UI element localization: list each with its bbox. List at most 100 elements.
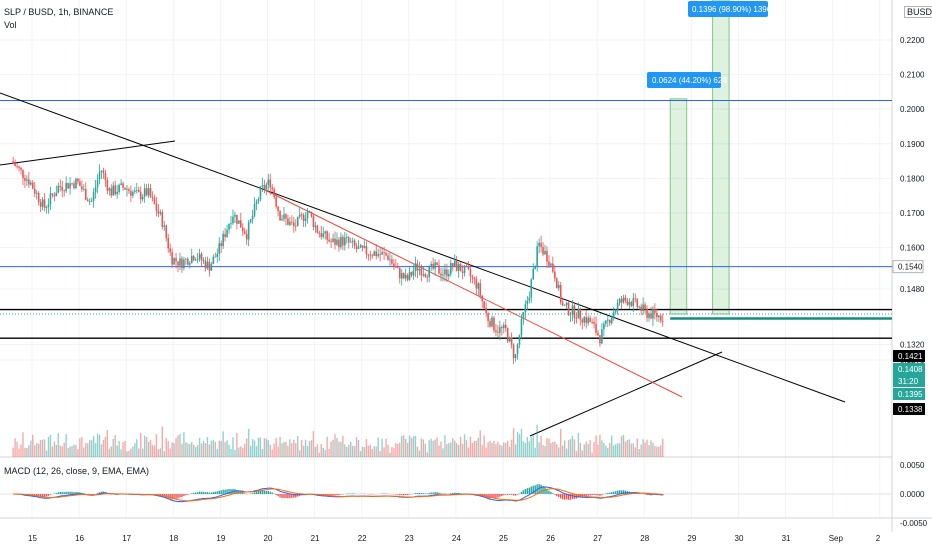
time-tick-label: 18	[169, 534, 178, 543]
volume-bar	[106, 430, 109, 457]
candle-body	[271, 187, 274, 190]
macd-histogram-bar	[297, 494, 299, 497]
volume-bar	[295, 443, 297, 457]
candle-body	[389, 259, 391, 261]
macd-histogram-bar	[491, 494, 493, 498]
candle-body	[308, 211, 311, 213]
macd-histogram-bar	[49, 494, 52, 495]
volume-bar	[342, 435, 344, 457]
candle-body	[24, 177, 26, 181]
candle-body	[614, 310, 617, 313]
volume-bar	[438, 445, 440, 457]
volume-bar	[589, 440, 591, 457]
symbol-title: SLP / BUSD, 1h, BINANCE	[4, 7, 114, 17]
trendline-ascending	[529, 351, 723, 437]
macd-histogram-bar	[428, 492, 430, 494]
macd-histogram-bar	[255, 491, 258, 494]
macd-histogram-bar	[193, 492, 195, 494]
candle-body	[100, 170, 103, 172]
currency-badge[interactable]: BUSD	[904, 6, 932, 18]
candle-body	[16, 166, 18, 167]
candle-body	[632, 298, 635, 307]
candle-body	[334, 238, 336, 245]
macd-histogram-bar	[422, 493, 425, 494]
candle-body	[88, 201, 91, 202]
volume-bar	[381, 438, 383, 457]
volume-bar	[112, 438, 114, 457]
macd-histogram-bar	[618, 490, 621, 494]
candle-body	[489, 321, 491, 327]
candle-body	[391, 259, 393, 264]
macd-histogram-bar	[510, 494, 513, 495]
macd-histogram-bar	[438, 492, 440, 494]
volume-bar	[632, 443, 635, 457]
macd-histogram-bar	[552, 493, 554, 494]
volume-bar	[344, 444, 346, 457]
volume-bar	[255, 446, 258, 457]
candle-body	[436, 262, 438, 266]
time-tick-label: 30	[735, 534, 744, 543]
volume-bar	[499, 444, 501, 457]
volume-bar	[455, 443, 458, 457]
volume-bar	[247, 428, 250, 457]
macd-histogram-bar	[507, 494, 509, 495]
candle-body	[559, 285, 562, 303]
macd-histogram-bar	[208, 492, 211, 494]
candle-body	[202, 260, 205, 262]
candle-body	[28, 179, 30, 185]
candle-body	[112, 185, 115, 196]
time-tick-label: 29	[687, 534, 696, 543]
volume-bar	[348, 444, 350, 457]
macd-histogram-bar	[599, 494, 601, 496]
macd-histogram-bar	[605, 493, 607, 494]
volume-bar	[479, 430, 481, 457]
candle-body	[365, 246, 368, 255]
candle-body	[608, 319, 611, 324]
candle-body	[212, 256, 215, 264]
macd-histogram-bar	[516, 494, 519, 495]
candle-body	[471, 276, 474, 278]
candle-body	[658, 315, 660, 318]
candle-body	[532, 268, 535, 280]
candle-body	[642, 304, 644, 311]
macd-histogram-bar	[401, 494, 403, 496]
volume-label: Vol	[4, 20, 17, 30]
price-marker-bg	[892, 260, 924, 274]
macd-histogram-bar	[455, 493, 458, 494]
volume-bar	[528, 441, 530, 457]
volume-bar	[39, 439, 42, 457]
macd-histogram-bar	[289, 494, 291, 499]
volume-bar	[87, 443, 89, 457]
candle-body	[26, 179, 28, 181]
candle-body	[261, 185, 264, 187]
candle-body	[243, 231, 246, 234]
candle-body	[77, 178, 79, 182]
macd-histogram-bar	[495, 494, 497, 498]
volume-bar	[457, 444, 460, 457]
volume-bar	[75, 444, 77, 457]
volume-bar	[426, 452, 428, 457]
candle-body	[618, 298, 621, 303]
macd-histogram-bar	[334, 494, 336, 496]
candle-body	[318, 232, 321, 234]
volume-bar	[406, 442, 409, 457]
candle-body	[585, 317, 588, 324]
volume-bar	[20, 444, 22, 457]
candle-body	[469, 269, 472, 277]
volume-bar	[173, 443, 175, 457]
volume-bar	[244, 443, 246, 457]
macd-histogram-bar	[165, 494, 167, 498]
candle-body	[236, 214, 238, 224]
volume-bar	[130, 448, 132, 457]
trendline-descending	[0, 92, 846, 403]
volume-bar	[579, 442, 582, 457]
time-tick-label: 15	[28, 534, 37, 543]
volume-bar	[163, 451, 165, 457]
volume-bar	[136, 439, 138, 457]
volume-bar	[554, 441, 556, 457]
candle-body	[630, 302, 633, 307]
macd-histogram-bar	[524, 489, 527, 494]
volume-bar	[658, 446, 660, 457]
candle-body	[12, 161, 14, 164]
